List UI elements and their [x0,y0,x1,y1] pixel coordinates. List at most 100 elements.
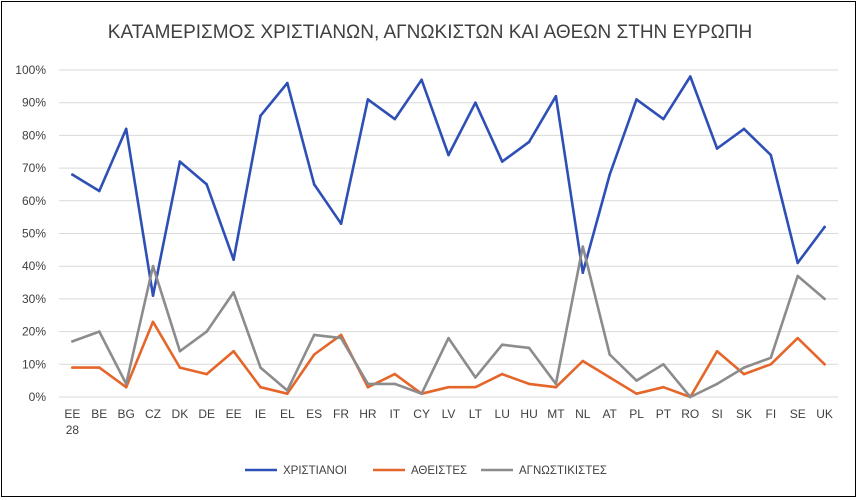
x-tick-label: FR [333,407,349,421]
data-point [742,366,746,369]
data-point [662,117,665,121]
x-tick-label: ES [306,407,322,421]
data-point [420,78,423,82]
legend-label: ΑΓΝΩΣΤΙΚΙΣΤΕΣ [519,465,607,477]
data-point [796,261,800,265]
y-tick-label: 60% [22,194,46,208]
data-point [447,385,450,389]
data-point [71,173,74,176]
x-axis-ticks: EE 28 BE BG CZ DK DE EE IE EL ES FR HR IT CY LV LT LU HU MT… [64,407,832,437]
data-point [124,382,128,386]
x-tick-label: EE [226,407,242,421]
x-tick-label: EE 28 [64,407,80,437]
data-point [581,245,585,248]
data-point [474,101,477,104]
data-point [259,385,262,389]
data-point [554,382,558,386]
series-line-1 [71,75,826,297]
data-point [554,94,558,98]
data-point [447,153,450,157]
data-point [151,294,155,297]
data-point [688,75,692,78]
data-point [420,392,423,396]
data-point [124,127,128,131]
data-point [769,153,773,157]
data-point [286,81,289,85]
data-point [178,349,182,353]
legend-label: ΧΡΙΣΤΙΑΝΟΙ [283,465,347,477]
x-tick-label: SI [711,407,722,421]
gridlines [59,69,838,398]
data-point [151,320,155,324]
data-point [178,366,182,369]
x-tick-label: IE [255,407,266,421]
data-point [339,336,343,340]
data-point [769,363,773,366]
y-tick-label: 20% [22,325,46,339]
data-point [286,389,289,392]
data-point [339,222,343,225]
x-tick-label: BE [91,407,107,421]
data-point [823,363,826,366]
data-point [259,366,262,369]
data-point [769,356,773,360]
data-point [366,382,370,386]
x-tick-label: NL [575,407,591,421]
data-point [823,225,826,229]
x-tick-label: FI [766,407,777,421]
data-point [715,147,719,150]
data-point [500,343,504,346]
y-tick-label: 10% [22,357,46,371]
x-tick-label: EL [280,407,295,421]
data-point [71,366,74,369]
data-point [366,385,370,389]
series-line-3 [71,245,826,399]
x-tick-label: HU [520,407,537,421]
data-point [205,330,209,333]
data-point [393,117,397,121]
data-point [581,271,585,275]
data-point [312,183,316,186]
x-tick-label: SE [790,407,806,421]
data-point [232,258,235,261]
data-point [662,385,665,389]
data-point [527,346,531,350]
data-point [608,376,611,379]
x-tick-label: LT [469,407,483,421]
x-tick-label: HR [359,407,377,421]
data-point [635,379,638,382]
data-point [823,297,826,301]
y-tick-label: 100% [15,63,46,77]
data-point [366,98,370,101]
y-tick-label: 70% [22,161,46,175]
data-point [232,291,235,294]
x-tick-label: CZ [145,407,161,421]
data-point [312,333,316,337]
data-point [581,359,585,363]
data-point [71,340,74,343]
series-lines [71,75,826,399]
x-tick-label: DE [198,407,215,421]
data-point [151,264,155,268]
data-point [205,183,209,186]
x-tick-label: RO [681,407,699,421]
data-point [286,392,289,396]
x-tick-label: UK [816,407,833,421]
x-tick-label: IT [389,407,400,421]
data-point [554,385,558,389]
data-point [608,353,611,356]
data-point [124,385,128,389]
data-point [500,372,504,376]
data-point [796,274,800,278]
data-point [608,173,611,176]
data-point [474,385,477,389]
legend-label: ΑΘΕΙΣΤΕΣ [411,465,467,477]
data-point [232,349,235,353]
y-tick-label: 40% [22,259,46,273]
y-tick-label: 80% [22,128,46,142]
legend: ΧΡΙΣΤΙΑΝΟΙ ΑΘΕΙΣΤΕΣ ΑΓΝΩΣΤΙΚΙΣΤΕΣ [245,465,607,477]
data-point [474,376,477,379]
data-point [312,353,316,356]
